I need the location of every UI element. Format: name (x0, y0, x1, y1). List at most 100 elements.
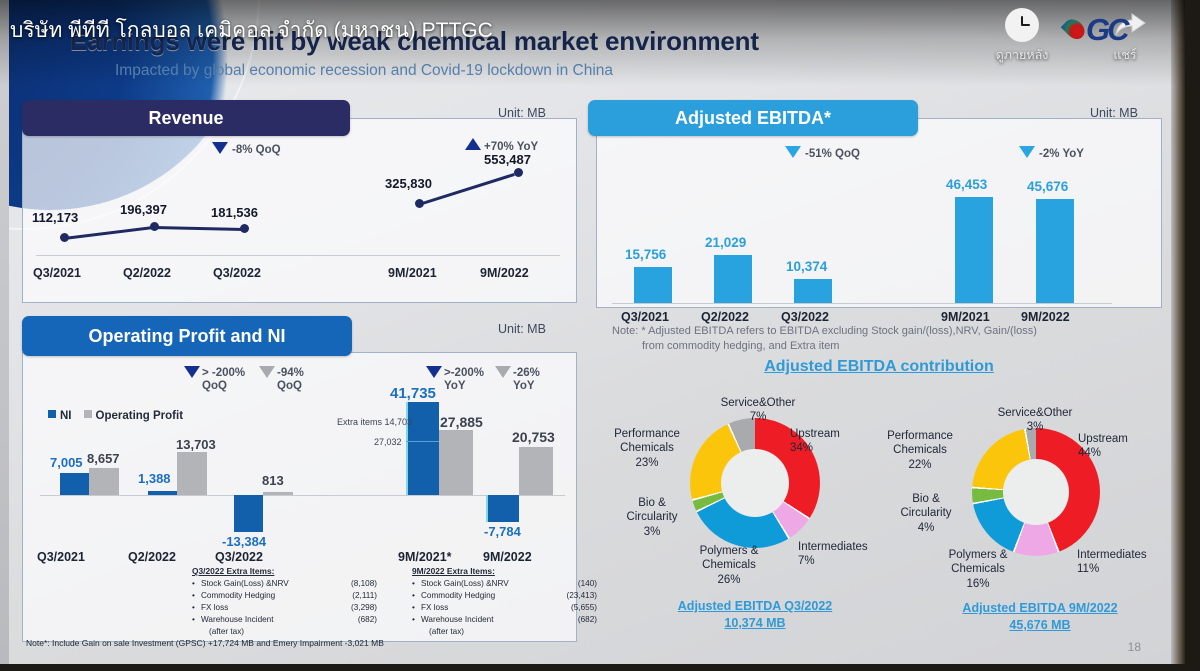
revenue-xlabel-2: Q3/2022 (213, 266, 261, 280)
operating-op-bar-q3-2021 (89, 468, 119, 495)
operating-legend: NI Operating Profit (48, 410, 183, 422)
operating-ni-bar-q3-2021 (60, 473, 89, 495)
footnote-9m-2022: 9M/2022 Extra Items: • Stock Gain(Loss) &… (412, 565, 597, 638)
ebitda-xlabel-1: Q2/2022 (701, 310, 749, 324)
page-subtitle: Impacted by global economic recession an… (115, 62, 613, 79)
operating-axis (40, 495, 565, 496)
revenue-qoq-label: -8% QoQ (232, 144, 281, 156)
page-number: 18 (1127, 640, 1141, 654)
legend-item-op: Operating Profit (83, 410, 184, 422)
donut-q3-label-performance: Performance Chemicals 23% (614, 428, 680, 469)
footnote-9m-aftertax: (after tax) (429, 626, 465, 636)
footnote-q3-2022: Q3/2022 Extra Items: • Stock Gain(Loss) &… (192, 565, 377, 638)
ebitda-xlabel-0: Q3/2021 (621, 310, 669, 324)
donut-chart-9m-2022 (972, 428, 1100, 556)
operating-base-label: 27,032 (374, 437, 402, 447)
ebitda-yoy-triangle-icon (1019, 146, 1035, 158)
ebitda-note-line2: from commodity hedging, and Extra item (642, 339, 840, 352)
donut-q3-caption: Adjusted EBITDA Q3/2022 10,374 MB (640, 598, 870, 632)
operating-op-value-q3-2021: 8,657 (87, 451, 120, 466)
video-title: บริษัท พีทีที โกลบอล เคมิคอล จำกัด (มหาช… (10, 19, 493, 42)
ebitda-yoy-label: -2% YoY (1039, 148, 1084, 160)
revenue-xlabel-4: 9M/2022 (480, 266, 529, 280)
share-label: แชร์ (1113, 48, 1137, 62)
operating-xlabel-4: 9M/2022 (483, 550, 532, 564)
donut-9m-label-performance: Performance Chemicals 22% (887, 430, 953, 471)
revenue-value-q3-2021: 112,173 (32, 210, 79, 225)
operating-qoq-op-label: -94% QoQ (277, 367, 304, 393)
presentation-slide: Earnings were hit by weak chemical marke… (0, 0, 1185, 664)
contribution-title: Adjusted EBITDA contribution (764, 358, 994, 375)
operating-op-bar-q2-2022 (177, 452, 207, 495)
operating-ni-value-9m-2021: 41,735 (390, 385, 436, 402)
ebitda-value-q3-2021: 15,756 (625, 247, 667, 262)
donut-9m-caption-line1: Adjusted EBITDA 9M/2022 (962, 601, 1118, 615)
operating-op-value-q3-2022: 813 (262, 473, 284, 488)
donut-9m-label-bio: Bio & Circularity 4% (900, 493, 952, 534)
operating-ni-value-q3-2022: -13,384 (222, 534, 267, 549)
revenue-panel (22, 118, 577, 303)
operating-ni-value-9m-2022: -7,784 (484, 524, 521, 539)
share-arrow-svg (1115, 13, 1146, 36)
footnote-q3-row: • Commodity Hedging (2,111) (192, 591, 377, 601)
operating-xlabel-3: 9M/2021* (398, 550, 452, 564)
gc-logo: GC (1060, 12, 1176, 52)
ebitda-header: Adjusted EBITDA* (588, 100, 918, 136)
ebitda-header-label: Adjusted EBITDA* (674, 107, 831, 128)
revenue-yoy-label: +70% YoY (484, 141, 539, 153)
operating-xlabel-2: Q3/2022 (215, 550, 263, 564)
operating-ni-bar-9m-2021 (406, 402, 439, 495)
revenue-value-9m-2022: 553,487 (484, 152, 531, 167)
operating-op-bar-q3-2022 (263, 492, 293, 495)
ebitda-bar-q3-2021 (634, 267, 672, 303)
watch-later-button[interactable]: ดูภายหลัง (995, 8, 1049, 65)
revenue-xlabel-0: Q3/2021 (33, 266, 81, 280)
operating-qoq-op-pct: -94% (277, 367, 304, 379)
operating-yoy-ni-pct: >-200% (444, 367, 484, 379)
ebitda-xlabel-3: 9M/2021 (941, 310, 990, 324)
legend-label-op: Operating Profit (95, 410, 184, 422)
operating-bottom-note: Note*: Include Gain on sale Investment (… (26, 638, 384, 648)
donut-9m-label-upstream: Upstream 44% (1078, 433, 1128, 460)
donut-q3-label-upstream: Upstream 34% (790, 428, 840, 455)
footnote-q3-aftertax: (after tax) (209, 626, 245, 636)
footnote-9m-row: • FX loss (5,655) (412, 602, 597, 612)
clock-icon (1005, 8, 1039, 42)
ebitda-qoq-label: -51% QoQ (805, 148, 860, 160)
footnote-9m-row: • Warehouse Incident (682) (412, 614, 597, 624)
operating-qoq-ni-pct: > -200% (202, 367, 246, 379)
operating-op-bar-9m-2021 (439, 430, 473, 495)
revenue-xlabel-3: 9M/2021 (388, 266, 437, 280)
operating-xlabel-1: Q2/2022 (128, 550, 176, 564)
operating-ni-value-q3-2021: 7,005 (50, 455, 83, 470)
operating-op-value-9m-2021: 27,885 (440, 414, 483, 430)
operating-yoy-ni-period: YoY (444, 380, 466, 393)
operating-xlabel-0: Q3/2021 (37, 550, 85, 564)
slide-left-edge (0, 0, 9, 664)
footnote-q3-row: • Stock Gain(Loss) &NRV (8,108) (192, 579, 377, 589)
ebitda-value-q3-2022: 10,374 (786, 259, 828, 274)
revenue-point-9m-2022 (514, 168, 523, 177)
donut-hole-q3 (721, 449, 789, 517)
donut-9m-caption: Adjusted EBITDA 9M/2022 45,676 MB (925, 600, 1155, 634)
footnote-9m-row: • Stock Gain(Loss) &NRV (140) (412, 579, 597, 589)
operating-unit-label: Unit: MB (498, 322, 546, 336)
footnote-q3-row: • Warehouse Incident (682) (192, 614, 377, 624)
share-button[interactable]: แชร์ (1096, 8, 1154, 65)
footnote-q3-title: Q3/2022 Extra Items: (192, 566, 275, 576)
ebitda-xlabel-4: 9M/2022 (1021, 310, 1070, 324)
ebitda-xlabel-2: Q3/2022 (781, 310, 829, 324)
operating-qoq-op-period: QoQ (277, 380, 302, 393)
donut-9m-caption-line2: 45,676 MB (1009, 617, 1071, 632)
footnote-q3-list: • Stock Gain(Loss) &NRV (8,108) • Commodity… (192, 578, 377, 626)
operating-yoy-op-label: -26% YoY (513, 367, 540, 393)
ebitda-bar-9m-2021 (955, 197, 993, 303)
operating-op-value-9m-2022: 20,753 (512, 429, 555, 445)
ebitda-value-9m-2021: 46,453 (946, 177, 988, 192)
revenue-yoy-triangle-icon (465, 138, 481, 150)
revenue-unit-label: Unit: MB (498, 106, 546, 120)
watch-later-label: ดูภายหลัง (995, 48, 1049, 62)
revenue-axis (36, 255, 560, 256)
operating-yoy-ni-label: >-200% YoY (444, 367, 484, 393)
